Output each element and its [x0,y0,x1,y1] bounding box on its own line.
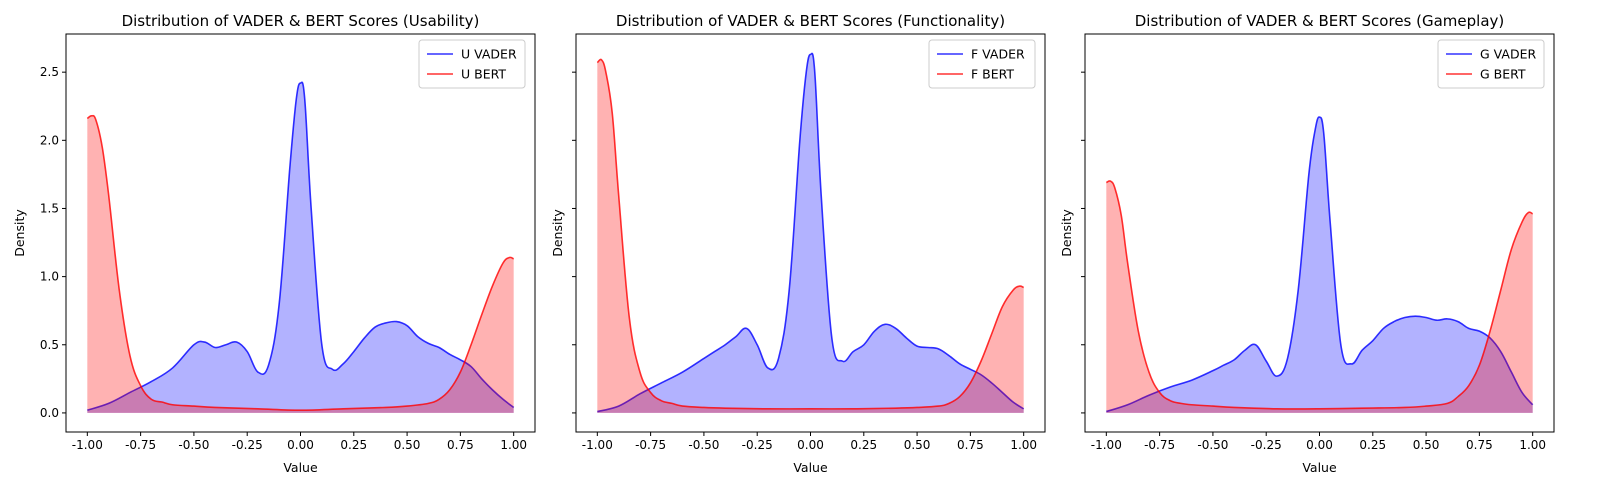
x-axis-label: Value [1302,460,1337,475]
series-line-vader [597,52,1025,413]
legend-box [928,39,1036,89]
x-tick-label: -0.75 [125,438,156,452]
x-tick-label: 0.75 [1466,438,1493,452]
y-axis-label: Density [12,209,27,257]
y-tick-label: 0.5 [40,338,59,352]
subplot-2: -1.00 -0.75 -0.50 -0.25 0.00 0.25 0.50 0.75 1.00… [550,12,1046,475]
legend: G VADER G BERT [1437,39,1545,89]
series-line-bert [596,58,1025,410]
series-area-bert [87,115,514,413]
legend-entry: U VADER [461,47,517,62]
x-axis-label: Value [283,460,318,475]
x-tick-label: -1.00 [1091,438,1122,452]
x-tick-label: 0.75 [447,438,474,452]
x-tick-label: 0.50 [904,438,931,452]
y-tick-label: 2.0 [40,133,59,147]
legend-box [1437,39,1545,89]
x-tick-label: -1.00 [72,438,103,452]
chart-title: Distribution of VADER & BERT Scores (Gam… [1135,12,1505,30]
x-tick-label: 1.00 [1519,438,1546,452]
series-area-bert [1106,180,1533,413]
series-line-bert [1105,180,1534,410]
x-tick-label: -0.25 [232,438,263,452]
x-tick-label: -0.75 [1144,438,1175,452]
legend-entry: F BERT [971,67,1014,82]
series-line-vader [1106,116,1534,413]
subplot-1: -1.00 -0.75 -0.50 -0.25 0.00 0.25 0.50 0.75 1.00… [12,12,536,475]
x-tick-label: -0.75 [635,438,666,452]
x-tick-label: 0.00 [1306,438,1333,452]
legend-entry: G BERT [1480,67,1526,82]
x-tick-label: -0.50 [1197,438,1228,452]
x-axis-label: Value [793,460,828,475]
series-area-vader [87,82,514,413]
y-tick-label: 0.0 [40,406,59,420]
x-tick-label: -0.50 [688,438,719,452]
x-tick-label: 1.00 [1010,438,1037,452]
y-axis-label: Density [1059,209,1074,257]
subplot-3: -1.00 -0.75 -0.50 -0.25 0.00 0.25 0.50 0.75 1.00… [1059,12,1555,475]
x-tick-label: 0.25 [850,438,877,452]
y-tick-label: 1.5 [40,201,59,215]
legend-box [418,39,526,89]
x-tick-label: 0.25 [340,438,367,452]
x-tick-label: 0.00 [797,438,824,452]
legend-entry: G VADER [1480,47,1536,62]
series-line-vader [87,81,515,411]
x-tick-label: 0.50 [1413,438,1440,452]
legend-entry: U BERT [461,67,506,82]
series-area-vader [1106,117,1533,413]
y-tick-label: 2.5 [40,65,59,79]
legend: U VADER U BERT [418,39,526,89]
y-axis-label: Density [550,209,565,257]
y-tick-label: 1.0 [40,270,59,284]
chart-title: Distribution of VADER & BERT Scores (Fun… [616,12,1005,30]
series-area-vader [597,53,1024,413]
x-tick-label: -0.50 [178,438,209,452]
legend: F VADER F BERT [928,39,1036,89]
x-tick-label: -0.25 [742,438,773,452]
x-tick-label: 1.00 [500,438,527,452]
series-line-bert [86,114,515,411]
x-tick-label: 0.00 [287,438,314,452]
x-tick-label: 0.25 [1359,438,1386,452]
series-area-bert [597,59,1024,413]
x-tick-label: 0.50 [394,438,421,452]
x-tick-label: 0.75 [957,438,984,452]
legend-entry: F VADER [971,47,1025,62]
chart-title: Distribution of VADER & BERT Scores (Usa… [122,12,480,30]
x-tick-label: -0.25 [1251,438,1282,452]
x-tick-label: -1.00 [582,438,613,452]
